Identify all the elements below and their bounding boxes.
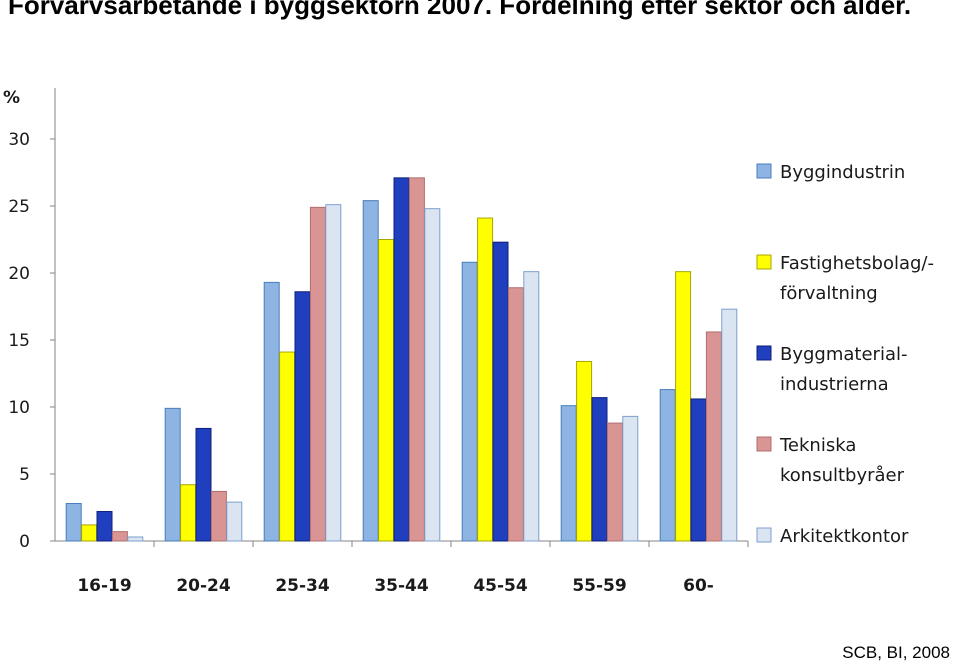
bar-4-35-44 <box>408 177 425 542</box>
bar-1-20-24 <box>164 407 181 542</box>
y-axis-label: % <box>3 88 20 108</box>
bar-1-45-54 <box>461 261 478 542</box>
y-tick-label: 5 <box>19 465 30 485</box>
bar-3-25-34 <box>294 291 311 542</box>
bar-5-16-19 <box>127 536 144 542</box>
bar-3-35-44 <box>393 177 410 542</box>
x-tick-label: 35-44 <box>374 576 429 596</box>
x-tick-label: 20-24 <box>176 576 231 596</box>
legend-label-4: konsultbyråer <box>780 465 905 486</box>
legend-label-3: industrierna <box>780 374 889 395</box>
bar-2-16-19 <box>81 524 98 542</box>
bar-4-45-54 <box>507 287 524 542</box>
bar-1-60- <box>659 389 676 542</box>
bar-5-60- <box>721 308 738 542</box>
y-tick-label: 10 <box>8 398 30 418</box>
bar-3-55-59 <box>591 397 608 542</box>
chart-legend: Byggindustrin Fastighetsbolag/- förvaltnin… <box>756 162 934 547</box>
bar-1-55-59 <box>560 405 577 542</box>
x-tick-label: 55-59 <box>572 576 626 596</box>
chart-bars <box>65 177 738 542</box>
y-tick-label: 20 <box>8 264 30 284</box>
source-note: SCB, BI, 2008 <box>842 643 950 662</box>
x-tick-label: 16-19 <box>77 576 131 596</box>
bar-1-16-19 <box>65 502 82 542</box>
y-tick-label: 15 <box>8 331 30 351</box>
y-tick-label: 0 <box>19 532 30 552</box>
bar-2-25-34 <box>279 351 296 542</box>
legend-swatch-2 <box>756 254 772 270</box>
bar-3-45-54 <box>492 241 509 542</box>
bar-2-60- <box>675 271 692 542</box>
bar-2-35-44 <box>378 239 395 542</box>
bar-5-45-54 <box>523 271 540 542</box>
legend-swatch-4 <box>756 436 772 452</box>
legend-swatch-1 <box>756 163 772 179</box>
chart-axes: 0 5 10 15 20 25 30% 16-19 20-24 25-34 35-44 45-54 55… <box>3 88 749 596</box>
y-tick-label: 25 <box>8 197 30 217</box>
bar-4-20-24 <box>210 490 227 542</box>
bar-5-20-24 <box>226 501 243 542</box>
bar-5-25-34 <box>325 204 342 542</box>
legend-swatch-5 <box>756 527 772 543</box>
bar-4-16-19 <box>111 531 128 542</box>
legend-swatch-3 <box>756 345 772 361</box>
bar-5-35-44 <box>424 208 441 542</box>
bar-2-20-24 <box>180 484 197 542</box>
x-tick-label: 60- <box>683 576 714 596</box>
bar-2-55-59 <box>576 360 593 542</box>
bar-4-25-34 <box>309 206 326 542</box>
x-tick-label: 25-34 <box>275 576 330 596</box>
bar-5-55-59 <box>622 415 639 542</box>
legend-label-1: Byggindustrin <box>780 162 905 183</box>
bar-2-45-54 <box>477 217 494 542</box>
x-tick-label: 45-54 <box>473 576 528 596</box>
bar-4-60- <box>705 331 722 542</box>
bar-3-60- <box>690 398 707 542</box>
chart-title: Förvärvsarbetande i byggsektorn 2007. Fö… <box>8 0 912 20</box>
bar-1-25-34 <box>263 281 280 542</box>
legend-label-3: Byggmaterial- <box>780 344 907 365</box>
y-tick-label: 30 <box>8 130 30 150</box>
legend-label-2: Fastighetsbolag/- <box>780 253 934 274</box>
legend-label-2: förvaltning <box>780 283 878 304</box>
bar-4-55-59 <box>606 422 623 542</box>
bar-3-16-19 <box>96 511 113 542</box>
bar-3-20-24 <box>195 427 212 542</box>
bar-1-35-44 <box>362 200 379 542</box>
legend-label-5: Arkitektkontor <box>780 526 909 547</box>
legend-label-4: Tekniska <box>779 435 856 456</box>
